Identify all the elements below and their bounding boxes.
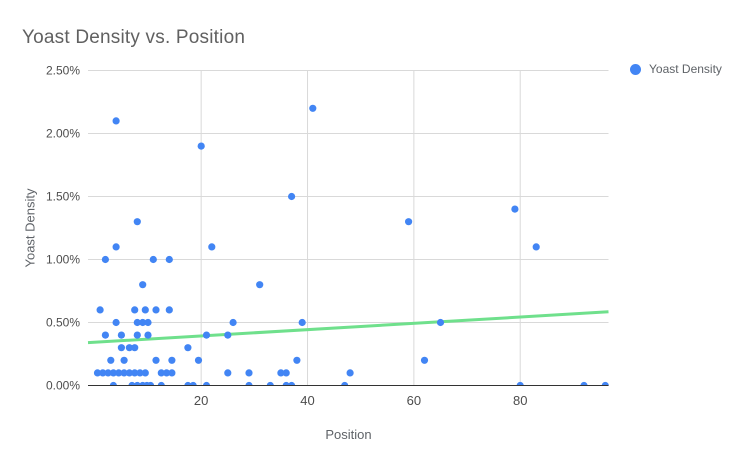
- data-point[interactable]: [141, 369, 149, 377]
- data-point[interactable]: [288, 192, 296, 201]
- data-point[interactable]: [107, 356, 115, 364]
- data-point[interactable]: [266, 381, 274, 389]
- data-point[interactable]: [168, 369, 176, 377]
- y-tick-label: 0.50%: [46, 316, 80, 330]
- data-point[interactable]: [99, 369, 107, 377]
- data-point[interactable]: [420, 356, 429, 364]
- data-point[interactable]: [101, 331, 109, 339]
- data-point[interactable]: [125, 344, 133, 352]
- data-point[interactable]: [245, 369, 253, 377]
- data-point[interactable]: [120, 369, 128, 377]
- data-point[interactable]: [580, 381, 588, 389]
- data-point[interactable]: [298, 318, 306, 327]
- data-point[interactable]: [163, 369, 171, 377]
- data-point[interactable]: [109, 369, 117, 377]
- data-point[interactable]: [165, 306, 173, 314]
- data-point[interactable]: [601, 381, 609, 389]
- chart-title: Yoast Density vs. Position: [22, 27, 246, 48]
- data-point[interactable]: [131, 306, 139, 314]
- legend-item-yoast-density[interactable]: Yoast Density: [630, 62, 722, 76]
- x-axis-title: Position: [325, 427, 372, 442]
- points-group: [93, 104, 609, 389]
- legend-marker-icon: [630, 63, 641, 75]
- data-point[interactable]: [532, 243, 540, 251]
- data-point[interactable]: [117, 331, 125, 339]
- x-tick-label: 20: [194, 393, 208, 408]
- data-point[interactable]: [101, 255, 109, 264]
- data-point[interactable]: [194, 356, 203, 364]
- data-point[interactable]: [133, 218, 141, 226]
- data-point[interactable]: [131, 344, 139, 352]
- data-point[interactable]: [144, 318, 152, 327]
- data-point[interactable]: [277, 369, 285, 377]
- data-point[interactable]: [341, 381, 349, 389]
- data-point[interactable]: [109, 381, 117, 389]
- data-point[interactable]: [149, 255, 157, 264]
- data-point[interactable]: [131, 369, 139, 377]
- data-point[interactable]: [282, 381, 290, 389]
- data-point[interactable]: [93, 369, 102, 377]
- y-tick-label: 0.00%: [46, 379, 80, 393]
- legend-label: Yoast Density: [649, 62, 722, 76]
- data-point[interactable]: [436, 318, 445, 327]
- data-point[interactable]: [309, 104, 317, 112]
- y-tick-label: 1.50%: [46, 190, 80, 204]
- data-point[interactable]: [256, 281, 264, 289]
- data-point[interactable]: [152, 356, 160, 364]
- data-point[interactable]: [293, 356, 301, 364]
- data-point[interactable]: [133, 331, 141, 339]
- data-point[interactable]: [405, 218, 413, 226]
- data-point[interactable]: [165, 255, 173, 264]
- data-point[interactable]: [139, 281, 147, 289]
- data-point[interactable]: [133, 318, 141, 327]
- data-point[interactable]: [224, 331, 232, 339]
- data-point[interactable]: [288, 381, 296, 389]
- data-point[interactable]: [117, 344, 125, 352]
- data-point[interactable]: [245, 381, 253, 389]
- x-tick-label: 40: [300, 393, 314, 408]
- data-point[interactable]: [139, 318, 147, 327]
- data-point[interactable]: [189, 381, 197, 389]
- x-tick-label: 60: [407, 393, 421, 408]
- data-point[interactable]: [152, 306, 160, 314]
- data-point[interactable]: [511, 205, 519, 213]
- data-point[interactable]: [346, 369, 354, 377]
- data-point[interactable]: [128, 381, 136, 389]
- data-point[interactable]: [197, 142, 205, 150]
- data-point[interactable]: [282, 369, 290, 377]
- data-point[interactable]: [112, 243, 120, 251]
- y-axis-title: Yoast Density: [22, 188, 38, 268]
- data-point[interactable]: [516, 381, 524, 389]
- data-point[interactable]: [229, 318, 237, 327]
- data-point[interactable]: [208, 243, 216, 251]
- data-point[interactable]: [202, 381, 211, 389]
- data-point[interactable]: [157, 369, 165, 377]
- data-point[interactable]: [120, 356, 128, 364]
- data-point[interactable]: [202, 331, 211, 339]
- data-point[interactable]: [136, 369, 144, 377]
- data-point[interactable]: [112, 117, 120, 125]
- trendline: [87, 310, 609, 345]
- y-tick-label: 1.00%: [46, 253, 80, 267]
- data-point[interactable]: [144, 331, 152, 339]
- data-point[interactable]: [133, 381, 141, 389]
- y-tick-label: 2.00%: [46, 127, 80, 141]
- x-tick-label: 80: [513, 393, 527, 408]
- data-point[interactable]: [147, 381, 155, 389]
- data-point[interactable]: [141, 306, 149, 314]
- data-point[interactable]: [184, 344, 192, 352]
- data-point[interactable]: [125, 369, 133, 377]
- data-point[interactable]: [168, 356, 176, 364]
- data-point[interactable]: [104, 369, 112, 377]
- data-point[interactable]: [115, 369, 123, 377]
- data-point[interactable]: [224, 369, 232, 377]
- data-point[interactable]: [96, 306, 104, 314]
- data-point[interactable]: [184, 381, 192, 389]
- data-point[interactable]: [112, 318, 120, 327]
- y-tick-label: 2.50%: [46, 64, 80, 78]
- data-point[interactable]: [157, 381, 165, 389]
